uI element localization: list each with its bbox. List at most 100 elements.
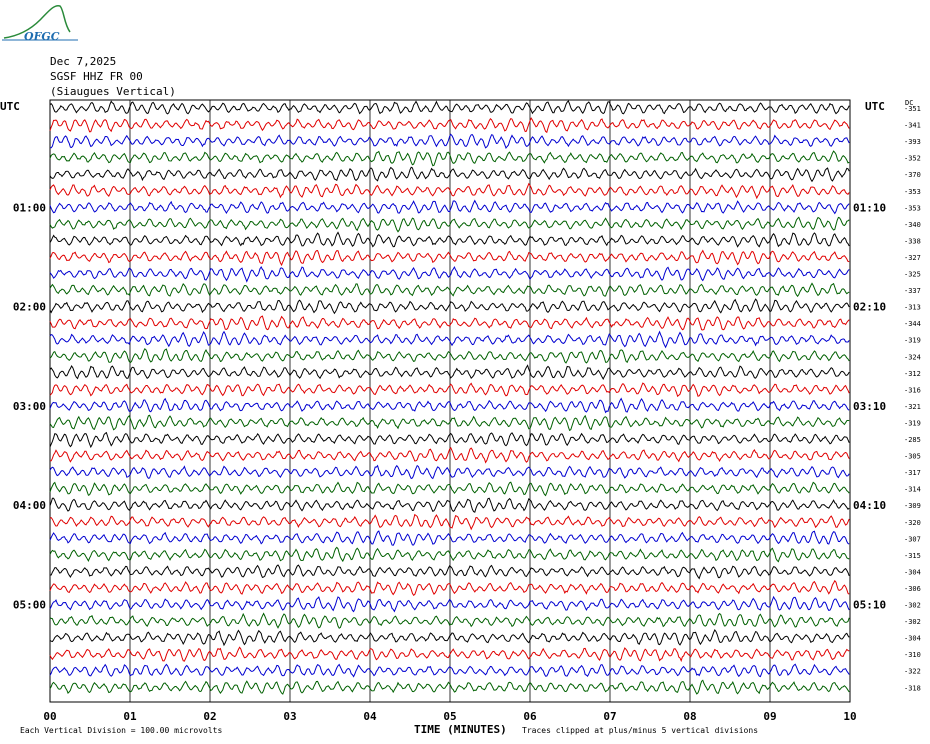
trace-line [49, 612, 850, 629]
trace-line [49, 382, 850, 398]
dc-offset-label: -322 [904, 668, 921, 676]
dc-offset-label: -352 [904, 155, 921, 163]
x-tick-label: 09 [763, 710, 776, 723]
dc-offset-label: -325 [904, 271, 921, 279]
dc-offset-label: -370 [904, 171, 921, 179]
x-tick-label: 02 [203, 710, 216, 723]
trace-line [49, 446, 850, 464]
x-tick-label: 06 [523, 710, 537, 723]
dc-offset-label: -319 [904, 337, 921, 345]
trace-line [49, 182, 850, 200]
left-hour-labels: 01:00 02:00 03:00 04:00 05:00 [13, 201, 46, 611]
dc-offset-label: -285 [904, 436, 921, 444]
right-hour-label: 04:10 [853, 499, 886, 512]
trace-line [49, 298, 850, 315]
header-location: (Siaugues Vertical) [50, 85, 176, 98]
trace-line [49, 199, 850, 215]
trace-line [49, 117, 850, 134]
logo-text: OFGC [24, 30, 60, 43]
header-date: Dec 7,2025 [50, 55, 116, 68]
dc-offset-labels: -351 -341 -393 -352 -370 -353 -353 -340 -338 -327… [904, 105, 921, 692]
dc-offset-label: -316 [904, 386, 921, 394]
trace-line [49, 464, 850, 480]
right-hour-label: 05:10 [853, 599, 886, 612]
x-tick-labels: 00 01 02 03 04 05 06 07 08 09 10 [43, 710, 856, 723]
left-hour-label: 03:00 [13, 400, 46, 413]
trace-line [49, 579, 850, 597]
left-hour-label: 02:00 [13, 301, 46, 314]
trace-line [49, 100, 850, 115]
trace-line [49, 481, 850, 497]
x-tick-label: 05 [443, 710, 456, 723]
trace-line [49, 315, 850, 331]
left-hour-label: 05:00 [13, 599, 46, 612]
dc-offset-label: -320 [904, 519, 921, 527]
trace-line [49, 347, 850, 364]
dc-offset-label: -302 [904, 602, 921, 610]
dc-offset-label: -302 [904, 618, 921, 626]
x-axis-label: TIME (MINUTES) [414, 723, 507, 736]
dc-offset-label: -340 [904, 221, 921, 229]
footer-left-note: Each Vertical Division = 100.00 microvol… [20, 726, 222, 735]
trace-line [49, 530, 850, 546]
trace-line [49, 663, 850, 678]
dc-offset-label: -327 [904, 254, 921, 262]
trace-line [49, 546, 850, 563]
dc-offset-label: -310 [904, 651, 921, 659]
dc-offset-label: -318 [904, 684, 921, 692]
dc-offset-label: -337 [904, 287, 921, 295]
dc-offset-label: -305 [904, 453, 921, 461]
x-tick-label: 07 [603, 710, 616, 723]
trace-line [49, 679, 850, 695]
trace-line [49, 513, 850, 531]
left-utc-title: UTC [0, 100, 20, 113]
x-tick-label: 03 [283, 710, 296, 723]
left-hour-label: 04:00 [13, 499, 46, 512]
dc-offset-label: -353 [904, 204, 921, 212]
trace-line [49, 364, 850, 380]
dc-offset-label: -304 [904, 568, 921, 576]
x-tick-label: 04 [363, 710, 377, 723]
footer-right-note: Traces clipped at plus/minus 5 vertical … [522, 726, 758, 735]
trace-line [49, 330, 850, 349]
right-hour-label: 02:10 [853, 301, 886, 314]
trace-line [49, 397, 850, 414]
dc-offset-label: -317 [904, 469, 921, 477]
x-tick-label: 00 [43, 710, 56, 723]
dc-offset-label: -341 [904, 122, 921, 130]
trace-line [49, 150, 850, 167]
trace-line [49, 265, 850, 283]
trace-line [49, 166, 850, 183]
right-hour-label: 01:10 [853, 201, 886, 214]
dc-offset-label: -315 [904, 552, 921, 560]
dc-offset-label: -324 [904, 353, 921, 361]
dc-offset-label: -304 [904, 635, 921, 643]
right-hour-label: 03:10 [853, 400, 886, 413]
trace-group [49, 100, 850, 695]
dc-offset-label: -393 [904, 138, 921, 146]
right-hour-labels: 01:10 02:10 03:10 04:10 05:10 [853, 201, 886, 611]
trace-line [49, 497, 850, 513]
trace-line [49, 231, 850, 248]
trace-line [49, 646, 850, 663]
x-tick-label: 01 [123, 710, 137, 723]
trace-line [49, 629, 850, 647]
trace-line [49, 216, 850, 233]
dc-offset-label: -314 [904, 486, 921, 494]
vertical-gridlines [49, 100, 851, 702]
trace-line [50, 133, 850, 150]
header-station: SGSF HHZ FR 00 [50, 70, 143, 83]
dc-offset-label: -306 [904, 585, 921, 593]
trace-line [50, 564, 850, 580]
ofgc-logo [2, 4, 78, 41]
dc-offset-label: -309 [904, 502, 921, 510]
dc-offset-label: -344 [904, 320, 921, 328]
trace-line [49, 249, 850, 267]
right-utc-title: UTC [865, 100, 885, 113]
x-tick-label: 10 [843, 710, 856, 723]
dc-offset-label: -353 [904, 188, 921, 196]
dc-offset-label: -312 [904, 370, 921, 378]
dc-offset-label: -321 [904, 403, 921, 411]
left-hour-label: 01:00 [13, 201, 46, 214]
